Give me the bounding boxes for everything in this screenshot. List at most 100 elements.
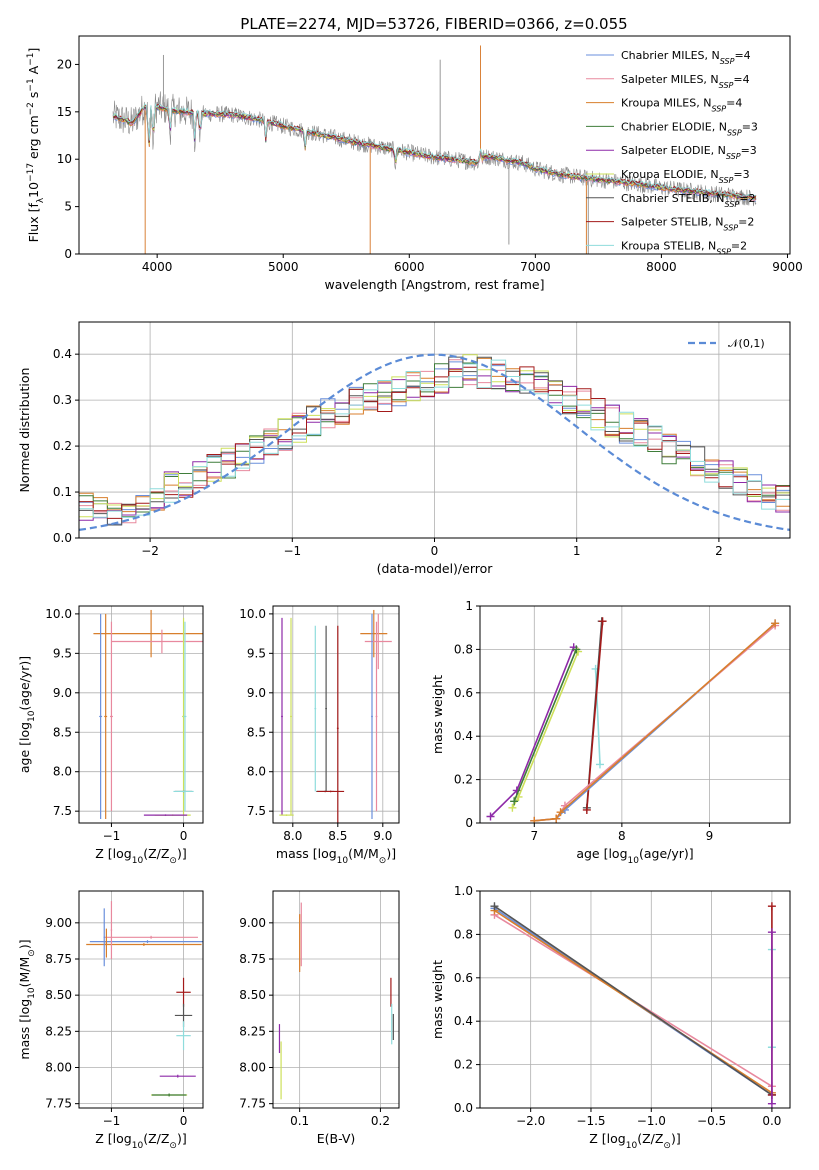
- y-tick-label: 20: [57, 57, 72, 71]
- x-axis-label-part: ⊙: [663, 1141, 671, 1151]
- x-axis-label-part: )]: [177, 1131, 187, 1146]
- x-tick-label: −1: [283, 544, 301, 558]
- age-vs-metallicity-panel: −1 07.58.08.59.09.510.0Z [log10(Z/Z⊙)]age…: [17, 605, 204, 866]
- x-axis-label-part: ⊙: [169, 856, 177, 866]
- y-tick-label: 0.6: [454, 686, 473, 700]
- y-tick-label: 1.0: [454, 884, 473, 898]
- y-tick-label: 7.75: [239, 1097, 266, 1111]
- legend-label-part: Kroupa MILES, N: [621, 97, 711, 110]
- mass-weight-point: [552, 814, 561, 823]
- legend-label-part: Chabrier MILES, N: [621, 49, 720, 62]
- y-axis-label: mass [log10(M/M⊙)]: [17, 939, 37, 1059]
- y-axis-label-part: −1: [26, 78, 36, 91]
- plot-area: [490, 902, 776, 1108]
- y-axis-label-part: (M/M: [17, 957, 32, 988]
- x-tick-label: 8: [618, 829, 626, 843]
- y-tick-label: 0.2: [454, 773, 473, 787]
- axes-frame: [78, 35, 791, 255]
- y-axis-label-part: −2: [26, 102, 36, 115]
- y-tick-label: 0: [64, 247, 72, 261]
- mass-weight-point: [572, 645, 581, 654]
- legend-label-part: SSP: [719, 80, 734, 89]
- x-axis-label-part: )]: [177, 846, 187, 861]
- y-axis-label: mass weight: [430, 675, 445, 754]
- y-axis-label-part: λ: [36, 197, 46, 203]
- x-tick-label: 9.0: [373, 829, 392, 843]
- x-axis-label-part: )]: [386, 846, 396, 861]
- y-tick-label: 8.50: [45, 988, 72, 1002]
- legend-label: Chabrier ELODIE, NSSP=3: [621, 120, 758, 137]
- y-tick-label: 0.2: [454, 1058, 473, 1072]
- x-tick-label: 0: [180, 829, 188, 843]
- legend-label-part: SSP: [723, 223, 738, 232]
- x-axis-label-part: 10: [337, 856, 349, 866]
- x-tick-label: 8.5: [328, 829, 347, 843]
- y-tick-label: 0.2: [53, 439, 72, 453]
- y-tick-label: 8.0: [247, 765, 266, 779]
- y-tick-label: 9.5: [53, 646, 72, 660]
- x-axis-label-part: mass [log: [276, 846, 337, 861]
- normal-distribution-line: [79, 353, 790, 531]
- model-spectrum-line: [112, 103, 757, 198]
- mass-weight-point: [530, 816, 539, 823]
- legend-label-part: =2: [738, 216, 754, 229]
- legend-label-part: SSP: [711, 104, 726, 113]
- mass-weight-line: [494, 905, 773, 1096]
- legend-label: Salpeter ELODIE, NSSP=3: [621, 144, 757, 161]
- plot-area: [86, 901, 203, 1097]
- y-tick-label: 0.6: [454, 971, 473, 985]
- x-tick-label: 8000: [646, 260, 677, 274]
- y-tick-label: 0.8: [454, 642, 473, 656]
- legend-label-part: =3: [733, 168, 749, 181]
- legend-label-part: SSP: [726, 152, 741, 161]
- legend-label-part: =4: [733, 73, 749, 86]
- x-axis-label-part: (Z/Z: [637, 1131, 663, 1146]
- legend-label-part: SSP: [719, 176, 734, 185]
- y-axis-label-part: age [log: [17, 722, 32, 773]
- y-axis-label: Flux [fλ10−17 erg cm−2 s−1 A−1]: [26, 48, 46, 243]
- x-axis-label-part: (Z/Z: [143, 1131, 169, 1146]
- y-axis-label: mass weight: [430, 960, 445, 1039]
- x-tick-label: −1: [103, 829, 121, 843]
- y-tick-label: 0.4: [454, 1014, 473, 1028]
- y-tick-label: 1: [465, 599, 473, 613]
- x-tick-label: 5000: [268, 260, 299, 274]
- y-tick-label: 5: [64, 200, 72, 214]
- legend-label-part: =4: [734, 49, 750, 62]
- legend-label-part: Chabrier ELODIE, N: [621, 120, 727, 133]
- legend-label-part: Chabrier STELIB, N: [621, 192, 725, 205]
- x-tick-label: −1.0: [637, 1114, 666, 1128]
- y-axis-label: Normed distribution: [17, 368, 32, 493]
- axes-frame: [272, 890, 400, 1109]
- legend-label: Kroupa ELODIE, NSSP=3: [621, 168, 750, 185]
- y-tick-label: 0.3: [53, 393, 72, 407]
- y-axis-label-part: (age/yr)]: [17, 656, 32, 711]
- y-tick-label: 10: [57, 152, 72, 166]
- axes-frame: [479, 605, 791, 824]
- y-axis-label-part: s: [26, 92, 41, 103]
- x-tick-label: 7000: [520, 260, 551, 274]
- x-axis-label-part: Z [log: [589, 1131, 625, 1146]
- y-tick-label: 9.0: [53, 686, 72, 700]
- legend-label-part: =3: [742, 120, 758, 133]
- x-tick-label: −2.0: [516, 1114, 545, 1128]
- y-tick-label: 8.5: [53, 725, 72, 739]
- y-tick-label: 8.75: [239, 952, 266, 966]
- x-tick-label: 4000: [142, 260, 173, 274]
- mass-vs-metallicity-panel: −1 07.758.008.258.508.759.00Z [log10(Z/Z⊙…: [17, 890, 204, 1151]
- y-tick-label: 0.0: [53, 531, 72, 545]
- mass-weight-line: [534, 622, 776, 822]
- x-tick-label: −2: [141, 544, 159, 558]
- x-tick-label: 0.2: [371, 1114, 390, 1128]
- axes-frame: [78, 605, 204, 824]
- y-tick-label: 7.5: [247, 804, 266, 818]
- x-axis-label-part: 10: [628, 856, 640, 866]
- y-tick-label: 10.0: [45, 607, 72, 621]
- x-axis-label-part: )]: [671, 1131, 681, 1146]
- mass-weight-point: [595, 760, 604, 769]
- x-axis-label-part: Z [log: [95, 1131, 131, 1146]
- legend-label: Chabrier STELIB, NSSP=2: [621, 192, 755, 209]
- y-tick-label: 8.0: [53, 765, 72, 779]
